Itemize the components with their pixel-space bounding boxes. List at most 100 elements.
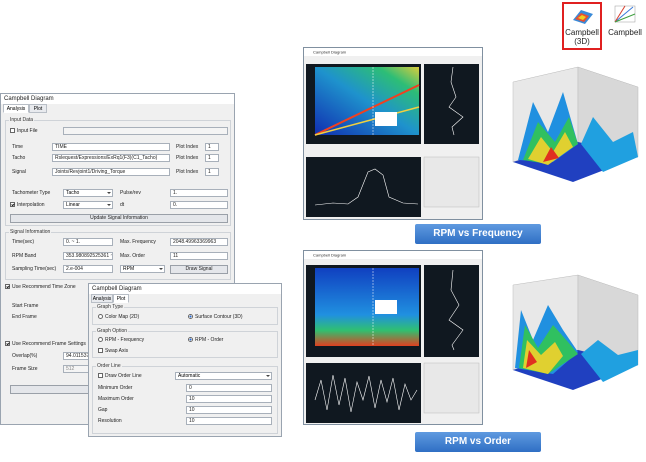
checkbox[interactable]: Swap Axis bbox=[98, 347, 128, 355]
group-title: Order Line bbox=[96, 363, 122, 370]
option-label: Use Recommend Time Zone bbox=[12, 284, 76, 290]
dialog-title: Campbell Diagram bbox=[1, 94, 234, 104]
check-indicator bbox=[10, 202, 15, 208]
option-label: Input File bbox=[17, 128, 38, 134]
label: Overlap(%) bbox=[12, 353, 38, 359]
button[interactable]: Update Signal Information bbox=[10, 214, 228, 223]
text-field[interactable]: TIME bbox=[52, 143, 170, 151]
group-title: Signal Information bbox=[9, 229, 52, 236]
campbell-button[interactable]: Campbell bbox=[604, 2, 646, 50]
rpm-frequency-label: RPM vs Frequency bbox=[415, 224, 541, 244]
label: Tachometer Type bbox=[12, 190, 51, 196]
icon-label: Campbell bbox=[608, 28, 642, 37]
window-title: Campbell Diagram bbox=[313, 50, 347, 55]
option-label: Color Map (2D) bbox=[105, 314, 140, 320]
check-indicator bbox=[10, 128, 15, 134]
check-indicator bbox=[5, 341, 10, 347]
group-box: Graph Type bbox=[92, 304, 278, 325]
radio-button[interactable]: RPM - Frequency bbox=[98, 336, 144, 344]
dialog-title: Campbell Diagram bbox=[89, 284, 281, 294]
label: Frame Size bbox=[12, 366, 38, 372]
radio-indicator bbox=[188, 337, 193, 343]
check-indicator bbox=[5, 284, 10, 290]
option-label: RPM - Order bbox=[195, 337, 224, 343]
check-indicator bbox=[98, 373, 103, 379]
icon-label: Campbell (3D) bbox=[565, 28, 599, 46]
tab[interactable]: Plot bbox=[29, 104, 47, 113]
option-label: Interpolation bbox=[17, 202, 45, 208]
text-field[interactable]: 10 bbox=[186, 406, 272, 414]
text-field[interactable]: 11 bbox=[170, 252, 228, 260]
radio-button[interactable]: RPM - Order bbox=[188, 336, 223, 344]
text-field[interactable]: Joints/Revjoint1/Driving_Torque bbox=[52, 168, 170, 176]
text-field[interactable]: 1 bbox=[205, 143, 219, 151]
label: Maximum Order bbox=[98, 396, 134, 402]
label: Start Frame bbox=[12, 303, 39, 309]
text-field[interactable]: 0. bbox=[170, 201, 228, 209]
option-label: RPM - Frequency bbox=[105, 337, 145, 343]
radio-button[interactable]: Color Map (2D) bbox=[98, 313, 139, 321]
label: Max. Order bbox=[120, 253, 146, 259]
checkbox[interactable]: Interpolation bbox=[10, 201, 45, 209]
text-field[interactable]: 10 bbox=[186, 417, 272, 425]
text-field[interactable]: Rslequest/Expressions/ExRq1(F3)(C1_Tacho… bbox=[52, 154, 170, 162]
surface-plot-order bbox=[512, 274, 639, 390]
dropdown[interactable]: RPM bbox=[120, 265, 165, 273]
order-window: Campbell Diagram bbox=[303, 250, 483, 425]
label: Gap bbox=[98, 407, 108, 413]
checkbox[interactable]: Use Recommend Time Zone bbox=[5, 283, 76, 291]
group-box: Order Line bbox=[92, 363, 278, 434]
tab[interactable]: Analysis bbox=[3, 104, 29, 113]
campbell-3d-button[interactable]: Campbell (3D) bbox=[562, 2, 602, 50]
group-title: Graph Type bbox=[96, 304, 125, 311]
text-field[interactable]: 2.e-004 bbox=[63, 265, 113, 273]
radio-indicator bbox=[98, 314, 103, 320]
text-field[interactable]: 10 bbox=[186, 395, 272, 403]
checkbox[interactable]: Input File bbox=[10, 127, 38, 135]
button[interactable]: Draw Signal bbox=[170, 265, 228, 274]
label: Plot Index bbox=[176, 144, 199, 150]
group-title: Input Data bbox=[9, 117, 35, 124]
label: Sampling Time(sec) bbox=[12, 266, 57, 272]
icon bbox=[573, 10, 593, 24]
label: Plot Index bbox=[176, 169, 199, 175]
dropdown[interactable]: Automatic bbox=[175, 372, 272, 380]
radio-button[interactable]: Surface Contour (3D) bbox=[188, 313, 243, 321]
text-field[interactable]: 0. ~ 1. bbox=[63, 238, 113, 246]
checkbox[interactable]: Use Recommend Frame Settings bbox=[5, 340, 86, 348]
label: RPM Band bbox=[12, 253, 37, 259]
dropdown[interactable]: Tacho bbox=[63, 189, 113, 197]
text-field[interactable]: 2048.49963369963 bbox=[170, 238, 228, 246]
option-label: Surface Contour (3D) bbox=[195, 314, 243, 320]
label: Minimum Order bbox=[98, 385, 133, 391]
label: Max. Frequency bbox=[120, 239, 156, 245]
dropdown[interactable]: Linear bbox=[63, 201, 113, 209]
tab[interactable]: Analysis bbox=[91, 294, 113, 303]
option-label: Draw Order Line bbox=[105, 373, 142, 379]
surface-plot-frequency bbox=[512, 66, 639, 182]
radio-indicator bbox=[188, 314, 193, 320]
text-field[interactable]: 1 bbox=[205, 154, 219, 162]
text-field[interactable] bbox=[63, 127, 228, 135]
text-field[interactable]: 353.980892525361 ~ 39 bbox=[63, 252, 113, 260]
label: Signal bbox=[12, 169, 26, 175]
text-field[interactable]: 0 bbox=[186, 384, 272, 392]
label: Resolution bbox=[98, 418, 122, 424]
group-title: Graph Option bbox=[96, 328, 129, 335]
group-box: Graph Option bbox=[92, 328, 278, 358]
checkbox[interactable]: Draw Order Line bbox=[98, 372, 142, 380]
label: Tacho bbox=[12, 155, 26, 161]
tab[interactable]: Plot bbox=[113, 294, 129, 303]
icon bbox=[614, 5, 636, 23]
frequency-window: Campbell Diagram bbox=[303, 47, 483, 220]
label: Time(sec) bbox=[12, 239, 35, 245]
text-field[interactable]: 1 bbox=[205, 168, 219, 176]
check-indicator bbox=[98, 348, 103, 354]
label: Pulse/rev bbox=[120, 190, 141, 196]
option-label: Use Recommend Frame Settings bbox=[12, 341, 86, 347]
label: Plot Index bbox=[176, 155, 199, 161]
label: End Frame bbox=[12, 314, 37, 320]
label: dt bbox=[120, 202, 125, 208]
text-field[interactable]: 1. bbox=[170, 189, 228, 197]
